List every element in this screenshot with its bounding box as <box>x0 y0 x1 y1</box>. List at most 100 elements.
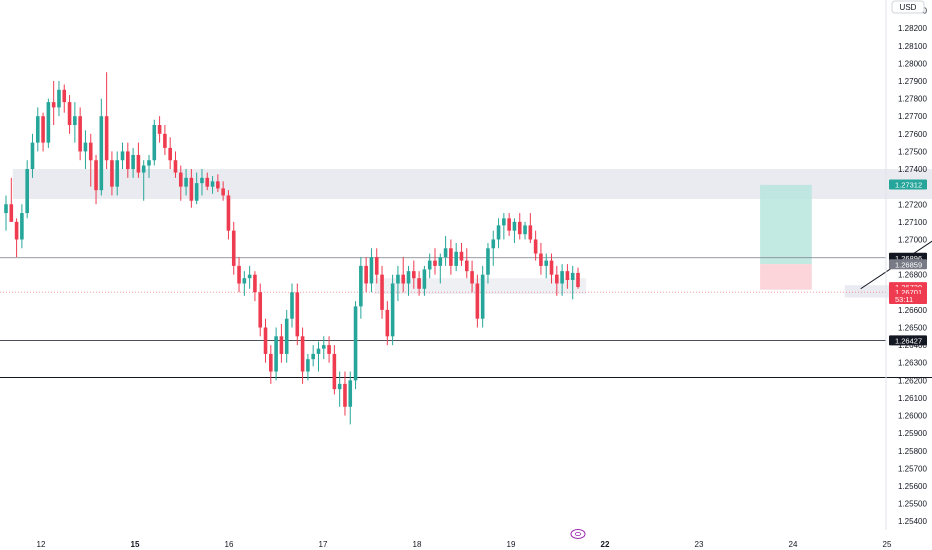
candle <box>226 190 231 240</box>
currency-badge-box[interactable] <box>891 0 925 14</box>
candle <box>549 253 554 284</box>
candle <box>88 133 93 187</box>
candle <box>221 181 225 201</box>
candle <box>443 235 448 266</box>
candle <box>231 221 236 275</box>
candle <box>311 345 315 367</box>
candle <box>131 147 135 178</box>
candle <box>210 176 215 194</box>
x-tick-label: 25 <box>883 540 892 549</box>
zone-layer <box>12 169 932 298</box>
candle <box>120 142 125 170</box>
y-tick-label: 1.27800 <box>898 95 927 104</box>
candle <box>242 271 247 296</box>
candle <box>496 218 501 249</box>
price-label: 1.26859 <box>889 259 927 270</box>
candle <box>306 353 310 381</box>
y-tick-label: 1.27500 <box>898 147 927 156</box>
candle <box>189 169 194 208</box>
candle <box>417 271 421 296</box>
candle <box>163 125 167 155</box>
candle <box>62 84 67 113</box>
horizontal-lines[interactable] <box>0 257 932 379</box>
candle <box>380 265 384 319</box>
candle <box>517 213 522 240</box>
y-tick-label-partial: 1.26400 <box>898 341 927 350</box>
candle <box>570 265 575 300</box>
supply-demand-zone[interactable] <box>374 278 587 295</box>
price-labels: 1.273121.268961.268591.267291.2670153:11… <box>889 179 927 346</box>
price-label-text: 1.26896 <box>895 254 922 263</box>
y-tick-label: 1.25500 <box>898 500 927 509</box>
candle <box>353 301 358 390</box>
candle <box>35 107 40 152</box>
x-tick-label: 23 <box>695 540 704 549</box>
price-label-text: 1.26427 <box>895 336 922 345</box>
candle <box>412 260 416 289</box>
calendar-icon[interactable] <box>570 529 586 539</box>
candle <box>9 177 14 222</box>
candle <box>449 239 453 275</box>
candle <box>99 98 104 196</box>
position-target-zone[interactable] <box>760 184 812 265</box>
candle <box>25 160 29 219</box>
candle <box>14 218 19 258</box>
time-axis[interactable]: 12 15 16 17 18 19 22 23 24 25 <box>37 540 892 549</box>
candle <box>247 265 252 289</box>
price-label-text: 1.26859 <box>895 260 922 269</box>
candle <box>385 301 390 346</box>
y-tick-label: 1.26800 <box>898 271 927 280</box>
candle <box>491 230 496 266</box>
candle <box>178 165 183 201</box>
candle <box>565 264 570 289</box>
y-tick-label: 1.26100 <box>898 394 927 403</box>
candle <box>470 260 474 293</box>
y-tick-label: 1.27600 <box>898 130 927 139</box>
candle <box>205 172 210 191</box>
candle <box>141 160 146 201</box>
candle <box>544 253 549 279</box>
candle <box>480 265 485 328</box>
y-tick-label: 1.25600 <box>898 482 927 491</box>
candle <box>67 95 72 134</box>
y-tick-label: 1.25800 <box>898 447 927 456</box>
candle <box>528 213 533 243</box>
candle <box>427 253 432 279</box>
candle <box>147 154 151 178</box>
price-label-text: 1.27312 <box>895 181 922 190</box>
candle <box>332 345 337 395</box>
price-label: 1.27312 <box>889 179 927 190</box>
candle <box>51 80 56 126</box>
candle <box>316 341 321 372</box>
y-tick-label: 1.26500 <box>898 324 927 333</box>
candle <box>321 336 326 360</box>
y-tick-label: 1.27000 <box>898 235 927 244</box>
candle <box>406 265 411 296</box>
y-tick-label: 1.27700 <box>898 112 927 121</box>
candle <box>454 242 458 272</box>
candle <box>104 72 109 170</box>
candle <box>560 264 564 296</box>
position-stop-zone[interactable] <box>760 264 812 290</box>
candle <box>78 107 82 161</box>
candle <box>502 213 506 240</box>
candle <box>337 371 342 407</box>
candle <box>279 323 284 363</box>
candle <box>173 151 178 178</box>
candle <box>369 248 374 293</box>
price-axis[interactable]: 1.28200 1.28100 1.28000 1.27900 1.27800 1.277… <box>898 7 927 527</box>
candle <box>507 213 511 236</box>
candle <box>57 80 61 117</box>
candle <box>115 151 120 196</box>
candle <box>364 257 368 293</box>
candle <box>83 130 88 170</box>
x-tick-label: 24 <box>789 540 798 549</box>
candle <box>284 309 289 363</box>
currency-badge[interactable]: USD <box>900 3 917 12</box>
candle <box>216 174 220 192</box>
y-tick-label: 1.25400 <box>898 517 927 526</box>
position-tool[interactable] <box>760 184 812 290</box>
y-tick-label: 1.26200 <box>898 376 927 385</box>
candle <box>343 371 347 416</box>
